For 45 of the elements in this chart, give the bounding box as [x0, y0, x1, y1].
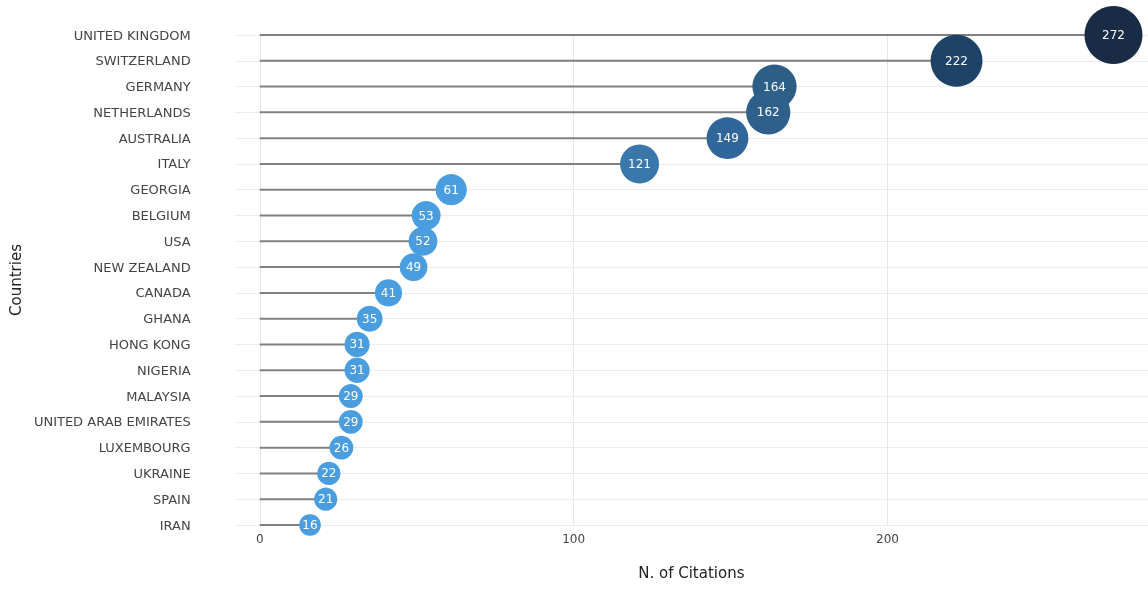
data-label: 61: [443, 182, 459, 197]
y-tick-label: CANADA: [135, 285, 191, 301]
y-tick-label: MALAYSIA: [126, 388, 191, 404]
x-tick-label: 200: [876, 532, 899, 546]
y-tick-label: NIGERIA: [137, 362, 191, 378]
data-label: 149: [715, 131, 739, 146]
y-tick-label: NETHERLANDS: [93, 104, 191, 120]
data-label: 22: [321, 466, 337, 481]
y-tick-label: GHANA: [143, 311, 191, 327]
y-tick-label: UNITED ARAB EMIRATES: [33, 414, 191, 430]
y-tick-label: GERMANY: [125, 79, 191, 95]
data-label: 31: [349, 337, 365, 352]
y-tick-label: AUSTRALIA: [118, 130, 191, 146]
y-tick-label: BELGIUM: [131, 208, 191, 224]
data-label: 29: [343, 414, 359, 429]
data-label: 272: [1102, 28, 1125, 42]
x-axis-title: N. of Citations: [638, 563, 745, 582]
data-label: 41: [380, 285, 397, 300]
y-axis-title: Countries: [6, 243, 25, 316]
y-tick-label: IRAN: [159, 517, 191, 533]
y-tick-label: SWITZERLAND: [95, 53, 191, 69]
y-tick-label: UNITED KINGDOM: [73, 27, 191, 43]
data-label: 16: [302, 518, 318, 532]
y-tick-label: HONG KONG: [108, 336, 191, 352]
data-label: 52: [415, 234, 431, 249]
y-tick-label: LUXEMBOURG: [98, 440, 191, 456]
data-label: 164: [763, 79, 786, 94]
y-tick-label: NEW ZEALAND: [93, 259, 191, 275]
x-tick-label: 0: [255, 532, 264, 546]
data-label: 26: [333, 440, 350, 455]
data-label: 49: [405, 260, 422, 275]
data-label: 121: [628, 156, 651, 171]
y-tick-label: UKRAINE: [133, 465, 191, 481]
data-label: 21: [318, 492, 334, 507]
y-tick-label: GEORGIA: [130, 182, 191, 198]
data-label: 53: [418, 208, 434, 223]
data-label: 162: [756, 105, 780, 120]
x-tick-label: 100: [562, 532, 586, 546]
y-tick-label: USA: [163, 233, 191, 249]
data-label: 29: [343, 389, 359, 404]
y-tick-label: SPAIN: [152, 491, 191, 507]
data-label: 31: [349, 363, 365, 378]
data-label: 222: [945, 53, 968, 68]
y-tick-label: ITALY: [157, 156, 191, 172]
data-label: 35: [361, 311, 378, 326]
